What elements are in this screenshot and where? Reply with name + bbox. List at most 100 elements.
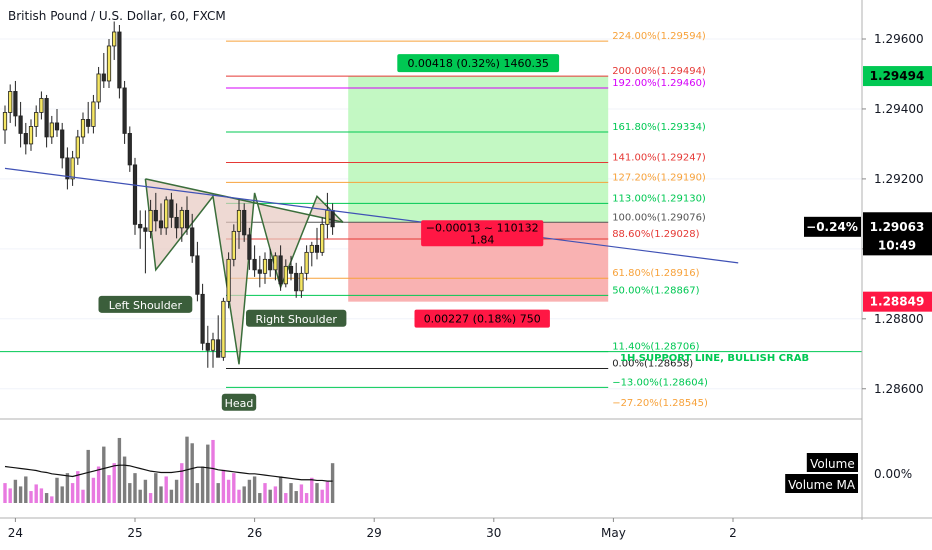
volume-bar-29[interactable] <box>154 473 158 503</box>
candle-26[interactable] <box>138 210 143 249</box>
candle-53[interactable] <box>278 245 283 291</box>
volume-bar-41[interactable] <box>216 483 220 503</box>
candle-55[interactable] <box>288 255 294 281</box>
candle-3[interactable] <box>18 101 23 148</box>
volume-bar-11[interactable] <box>60 486 64 503</box>
candle-9[interactable] <box>49 115 54 144</box>
candle-18[interactable] <box>96 66 101 109</box>
candle-4[interactable] <box>23 122 28 155</box>
candle-10[interactable] <box>54 108 60 137</box>
volume-bar-36[interactable] <box>190 443 194 503</box>
volume-bar-13[interactable] <box>70 483 75 503</box>
volume-pane[interactable]: Volume Volume MA <box>0 418 862 504</box>
volume-bar-60[interactable] <box>315 483 319 503</box>
candle-45[interactable] <box>236 199 242 249</box>
volume-bar-5[interactable] <box>29 491 33 503</box>
volume-bar-4[interactable] <box>24 476 28 503</box>
candle-56[interactable] <box>294 262 299 298</box>
candle-37[interactable] <box>195 241 200 302</box>
volume-bar-28[interactable] <box>148 493 153 503</box>
pattern-top-line[interactable] <box>145 178 344 224</box>
volume-bar-15[interactable] <box>81 489 85 503</box>
volume-bar-57[interactable] <box>299 484 304 503</box>
candle-7[interactable] <box>39 91 44 120</box>
candle-23[interactable] <box>122 80 127 144</box>
volume-bar-34[interactable] <box>180 463 184 503</box>
volume-bar-26[interactable] <box>138 489 142 503</box>
volume-bar-50[interactable] <box>263 483 267 503</box>
volume-bar-56[interactable] <box>294 491 298 503</box>
volume-bar-32[interactable] <box>169 489 174 503</box>
volume-bar-16[interactable] <box>86 449 90 503</box>
pattern-outline[interactable] <box>144 178 344 365</box>
candle-8[interactable] <box>44 94 49 148</box>
candle-22[interactable] <box>117 24 122 99</box>
candle-0[interactable] <box>2 105 8 144</box>
candle-33[interactable] <box>174 203 179 239</box>
volume-bar-55[interactable] <box>289 483 293 503</box>
volume-bar-46[interactable] <box>242 486 246 503</box>
candle-13[interactable] <box>70 150 75 186</box>
candle-31[interactable] <box>164 196 169 235</box>
volume-bar-9[interactable] <box>50 496 54 503</box>
candle-28[interactable] <box>148 199 153 239</box>
volume-bar-39[interactable] <box>206 444 210 503</box>
volume-bar-0[interactable] <box>3 483 7 503</box>
volume-bar-25[interactable] <box>133 473 137 503</box>
volume-ma-line[interactable] <box>4 464 333 482</box>
volume-bar-23[interactable] <box>122 456 127 503</box>
volume-bar-30[interactable] <box>159 486 163 503</box>
candle-44[interactable] <box>231 224 236 267</box>
volume-bar-54[interactable] <box>284 493 288 503</box>
long-position[interactable] <box>348 76 609 302</box>
candle-41[interactable] <box>216 315 221 358</box>
candle-57[interactable] <box>299 266 304 298</box>
neckline[interactable] <box>4 167 739 264</box>
candle-5[interactable] <box>28 119 34 151</box>
candle-14[interactable] <box>75 129 80 165</box>
candle-27[interactable] <box>143 210 148 274</box>
volume-bar-33[interactable] <box>174 479 179 503</box>
candle-51[interactable] <box>268 248 273 277</box>
volume-bar-22[interactable] <box>117 437 122 503</box>
volume-bar-10[interactable] <box>55 477 59 503</box>
volume-bar-44[interactable] <box>232 473 236 503</box>
volume-bar-21[interactable] <box>112 463 116 503</box>
candle-47[interactable] <box>247 227 252 270</box>
candle-16[interactable] <box>86 101 91 134</box>
volume-bar-24[interactable] <box>128 483 132 503</box>
candle-42[interactable] <box>221 297 226 361</box>
volume-bar-1[interactable] <box>8 488 12 503</box>
volume-bar-18[interactable] <box>96 466 101 504</box>
candle-49[interactable] <box>257 255 262 288</box>
volume-bar-62[interactable] <box>325 481 330 503</box>
volume-bar-48[interactable] <box>252 476 257 503</box>
volume-bar-17[interactable] <box>91 477 96 503</box>
candle-48[interactable] <box>252 245 257 277</box>
candle-50[interactable] <box>262 252 268 284</box>
head-and-shoulders-pattern[interactable] <box>144 178 344 365</box>
neckline-line[interactable] <box>4 167 739 264</box>
candle-58[interactable] <box>304 245 309 281</box>
volume-bar-51[interactable] <box>268 489 272 503</box>
volume-bar-14[interactable] <box>76 471 80 503</box>
candle-54[interactable] <box>283 259 288 288</box>
candle-43[interactable] <box>226 252 231 309</box>
candle-30[interactable] <box>158 203 164 235</box>
candle-21[interactable] <box>112 21 117 60</box>
volume-bar-20[interactable] <box>107 475 111 503</box>
candle-24[interactable] <box>127 126 132 172</box>
volume-bar-6[interactable] <box>34 484 38 503</box>
volume-bar-58[interactable] <box>304 493 309 503</box>
volume-bar-37[interactable] <box>195 483 200 503</box>
volume-bar-61[interactable] <box>320 489 324 503</box>
candle-36[interactable] <box>190 213 195 263</box>
candle-61[interactable] <box>320 217 325 256</box>
candle-60[interactable] <box>314 227 320 260</box>
candle-29[interactable] <box>153 192 158 232</box>
volume-bar-52[interactable] <box>273 486 278 503</box>
volume-bar-2[interactable] <box>13 479 18 503</box>
candle-38[interactable] <box>200 283 205 351</box>
candle-11[interactable] <box>60 122 65 169</box>
volume-bar-59[interactable] <box>310 477 314 503</box>
